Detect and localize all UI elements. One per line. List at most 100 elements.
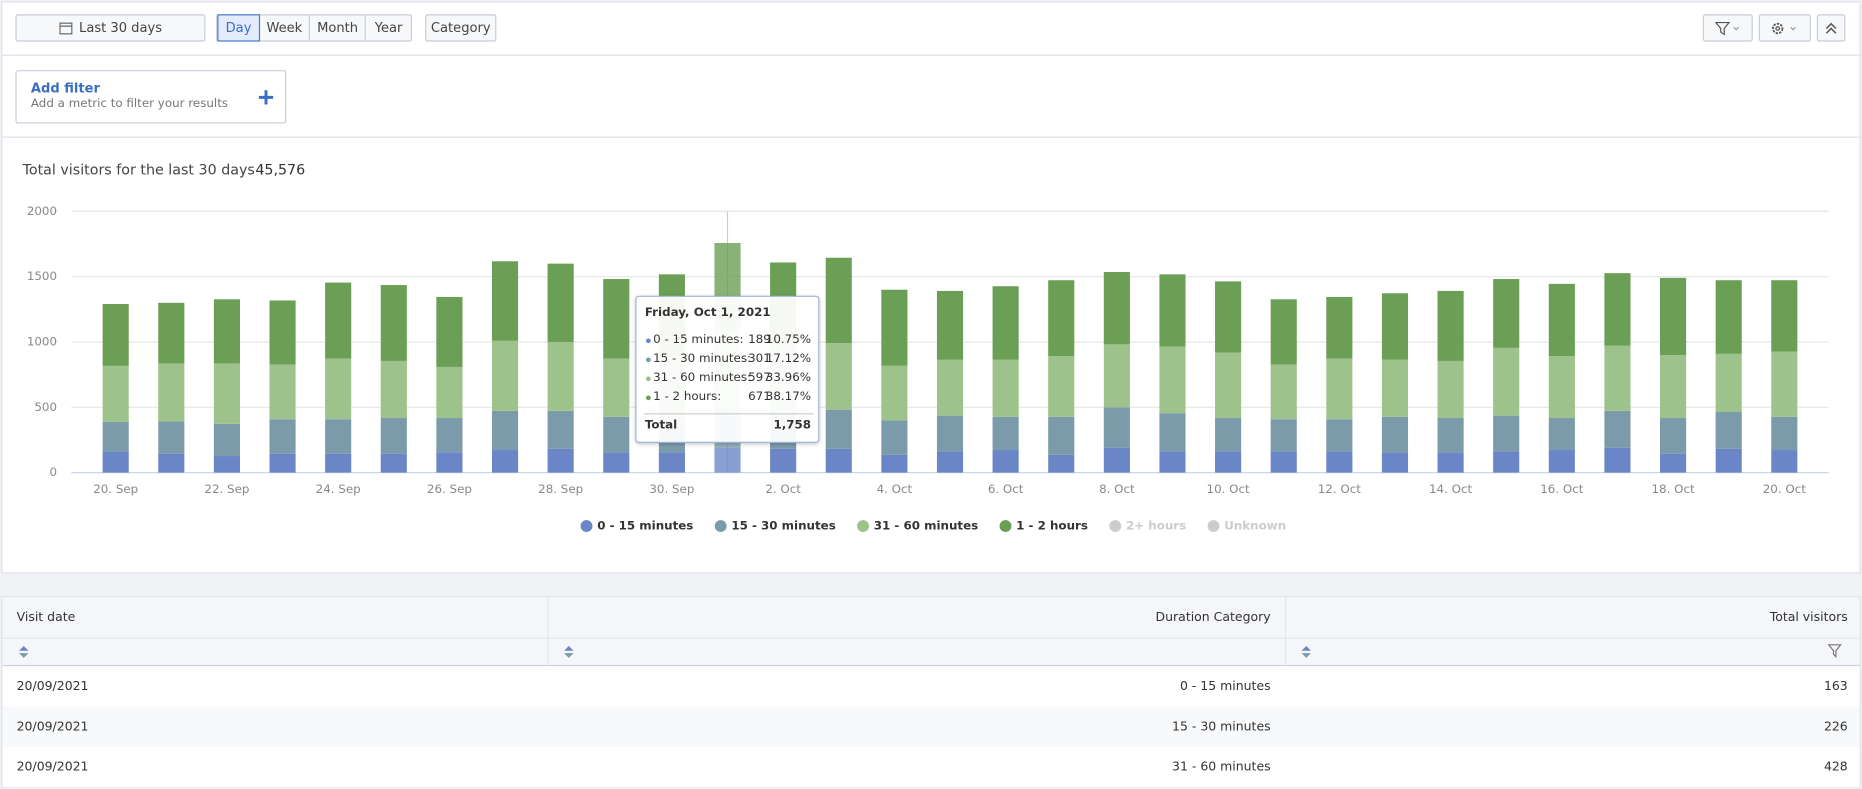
legend-marker xyxy=(1109,520,1122,532)
column-header[interactable]: Visit date xyxy=(16,610,76,625)
divider xyxy=(1,54,1861,56)
bar-segment xyxy=(436,366,463,419)
date-range-button[interactable]: Last 30 days xyxy=(15,14,206,42)
tooltip-row-value: 597 xyxy=(748,371,771,385)
tooltip-row-percent: 10.75% xyxy=(765,333,812,347)
bar-segment xyxy=(102,421,129,452)
bar-segment xyxy=(1215,418,1242,452)
x-tick-label: 2. Oct xyxy=(765,482,801,496)
tooltip-row-percent: 33.96% xyxy=(765,371,812,385)
bar-segment xyxy=(213,456,240,473)
bar-segment xyxy=(603,452,630,473)
bar-segment xyxy=(325,453,352,473)
bar-segment xyxy=(1660,355,1687,419)
x-tick-label: 30. Sep xyxy=(649,482,694,496)
legend-label: 15 - 30 minutes xyxy=(731,519,835,533)
bar-segment xyxy=(825,409,852,449)
bar-segment xyxy=(380,418,407,454)
y-tick-label: 0 xyxy=(49,465,57,479)
bar-segment xyxy=(547,263,574,342)
bar-segment xyxy=(1048,416,1075,455)
bar-segment xyxy=(1048,280,1075,357)
period-option[interactable]: Year xyxy=(374,20,403,36)
x-tick-label: 24. Sep xyxy=(316,482,361,496)
bar-segment xyxy=(1493,347,1520,416)
bar-segment xyxy=(603,358,630,417)
column-filter-icon[interactable] xyxy=(1827,644,1842,658)
bar-segment xyxy=(1159,413,1186,452)
bar-segment xyxy=(325,282,352,359)
period-option[interactable]: Week xyxy=(260,15,311,41)
bar-segment xyxy=(1548,450,1575,473)
sort-icon[interactable] xyxy=(564,646,574,651)
period-option[interactable]: Month xyxy=(310,15,367,41)
x-tick-label: 22. Sep xyxy=(204,482,249,496)
x-tick-label: 6. Oct xyxy=(988,482,1024,496)
y-tick-label: 500 xyxy=(34,400,57,414)
legend-marker xyxy=(714,520,727,532)
legend-marker xyxy=(1207,520,1220,532)
bar-segment xyxy=(825,343,852,410)
column-header[interactable]: Duration Category xyxy=(1155,610,1271,625)
column-header[interactable]: Total visitors xyxy=(1769,610,1848,625)
bar-segment xyxy=(1715,412,1742,449)
bar-segment xyxy=(1660,277,1687,356)
chart: 0 500 1000 1500 2000 20. Sep 22. Sep 24. Sep 26.… xyxy=(27,204,1829,533)
tooltip-row-percent: 38.17% xyxy=(765,390,812,404)
x-tick-label: 20. Oct xyxy=(1763,482,1806,496)
settings-button[interactable] xyxy=(1758,14,1811,42)
bar-segment xyxy=(1604,345,1631,411)
legend-label: 31 - 60 minutes xyxy=(874,519,978,533)
tooltip-divider xyxy=(643,413,814,415)
plus-icon xyxy=(258,90,274,105)
bar-segment xyxy=(380,285,407,361)
bar-segment xyxy=(992,416,1019,451)
summary-value: 45,576 xyxy=(255,161,306,179)
sort-icon[interactable] xyxy=(1301,646,1311,651)
bar-segment xyxy=(770,448,797,473)
bar-segment xyxy=(325,419,352,454)
bar-segment xyxy=(547,342,574,411)
bar-segment xyxy=(213,423,240,457)
bar-segment xyxy=(603,279,630,359)
bar-segment xyxy=(1326,296,1353,359)
x-tick-label: 8. Oct xyxy=(1099,482,1135,496)
bar-segment xyxy=(1437,418,1464,453)
add-filter-title: Add filter xyxy=(30,80,100,97)
divider xyxy=(1,136,1861,138)
x-tick-label: 10. Oct xyxy=(1207,482,1250,496)
date-range-label: Last 30 days xyxy=(79,20,163,36)
bar-segment xyxy=(992,359,1019,417)
tooltip-total-label: Total xyxy=(644,419,678,433)
category-label: Category xyxy=(430,20,491,36)
gear-icon xyxy=(1772,22,1796,34)
collapse-button[interactable] xyxy=(1816,14,1846,42)
bar-segment xyxy=(603,416,630,453)
tooltip-row-label: 15 - 30 minutes: xyxy=(653,352,752,366)
bar-segment xyxy=(1715,280,1742,354)
legend-marker xyxy=(580,520,593,532)
x-tick-label: 18. Oct xyxy=(1652,482,1695,496)
bar-segment xyxy=(1048,454,1075,473)
add-filter[interactable]: Add filter Add a metric to filter your r… xyxy=(15,70,287,124)
bar-segment xyxy=(491,410,519,451)
bar-segment xyxy=(992,450,1019,473)
category-button[interactable]: Category xyxy=(425,14,497,42)
tooltip-row-percent: 17.12% xyxy=(765,352,812,366)
bar-segment xyxy=(491,340,519,411)
sort-icon[interactable] xyxy=(19,646,29,651)
filter-button[interactable] xyxy=(1702,14,1753,42)
bar-segment xyxy=(1437,452,1464,473)
table: Visit date Duration Category Total visitor… xyxy=(1,596,1861,789)
bar-segment xyxy=(269,453,296,473)
bar-segment xyxy=(1215,281,1242,353)
x-tick-label: 4. Oct xyxy=(877,482,913,496)
collapse-icon xyxy=(1825,22,1837,34)
bar-segment xyxy=(1103,447,1130,473)
table-cell: 15 - 30 minutes xyxy=(1172,719,1271,734)
bar-segment xyxy=(380,453,407,473)
bar-segment xyxy=(1159,451,1186,473)
bar-segment xyxy=(881,420,908,455)
period-option[interactable]: Day xyxy=(217,14,260,42)
